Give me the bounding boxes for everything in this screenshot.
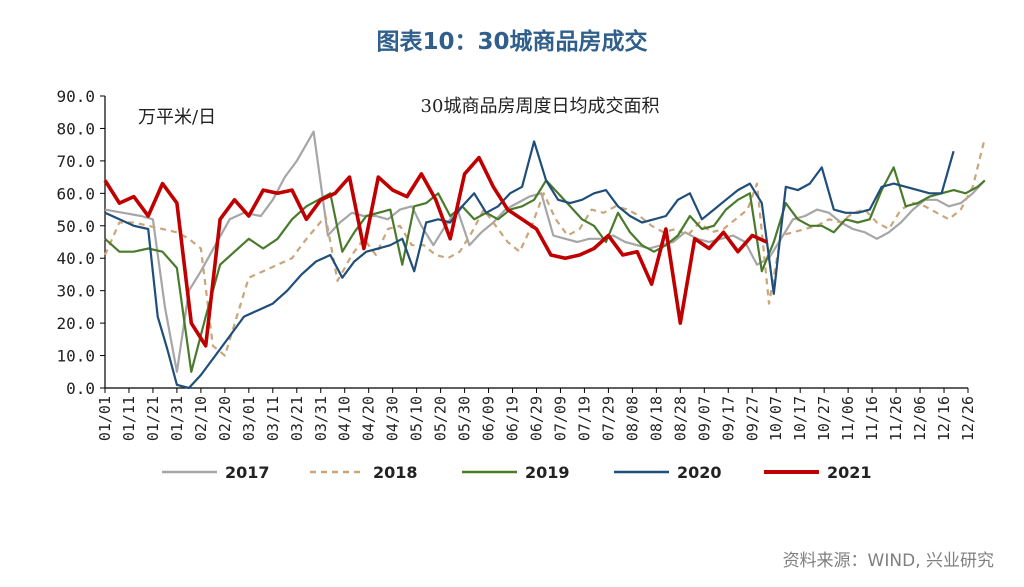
- y-tick-label: 40.0: [56, 249, 95, 268]
- x-tick-label: 01/21: [144, 396, 162, 441]
- x-tick-label: 11/26: [887, 396, 905, 441]
- series-lines: [103, 130, 986, 390]
- x-tick-label: 05/30: [456, 396, 474, 441]
- y-tick-label: 70.0: [56, 152, 95, 171]
- x-tick-label: 06/29: [528, 396, 546, 441]
- x-tick-labels: 01/01 01/11 01/21 01/31 02/10 02/20 03/01 03/11…: [96, 396, 977, 441]
- y-tick-label: 90.0: [56, 87, 95, 106]
- x-tick-label: 03/21: [288, 396, 306, 441]
- x-tick-label: 05/10: [408, 396, 426, 441]
- y-tick-label: 10.0: [56, 347, 95, 366]
- figure-title: 图表10：30城商品房成交: [376, 29, 648, 55]
- x-tick-label: 11/06: [839, 396, 857, 441]
- x-tick-label: 12/06: [911, 396, 929, 441]
- series-line-2019: [104, 166, 986, 373]
- chart-subtitle: 30城商品房周度日均成交面积: [421, 96, 660, 117]
- x-tick-label: 12/16: [935, 396, 953, 441]
- x-tick-label: 09/07: [695, 396, 713, 441]
- x-tick-label: 04/20: [360, 396, 378, 441]
- x-tick-label: 02/20: [216, 396, 234, 441]
- axes: [100, 95, 969, 393]
- y-tick-label: 30.0: [56, 282, 95, 301]
- x-tick-label: 07/19: [575, 396, 593, 441]
- x-tick-label: 06/19: [504, 396, 522, 441]
- series-line-2018: [103, 137, 986, 357]
- legend-label-2021: 2021: [827, 463, 872, 482]
- x-tick-label: 02/10: [192, 396, 210, 441]
- x-tick-label: 03/11: [264, 396, 282, 441]
- y-tick-label: 80.0: [56, 119, 95, 138]
- x-tick-label: 12/26: [959, 396, 977, 441]
- y-tick-label: 50.0: [56, 217, 95, 236]
- y-tick-label: 20.0: [56, 314, 95, 333]
- x-tick-label: 03/31: [312, 396, 330, 441]
- series-line-2020: [104, 140, 955, 390]
- legend-label-2019: 2019: [525, 463, 570, 482]
- x-tick-label: 03/01: [240, 396, 258, 441]
- x-tick-label: 11/16: [863, 396, 881, 441]
- series-line-2021: [103, 155, 768, 348]
- x-tick-label: 10/27: [815, 396, 833, 441]
- x-tick-label: 06/09: [480, 396, 498, 441]
- legend-label-2018: 2018: [373, 463, 418, 482]
- x-tick-label: 01/01: [96, 396, 114, 441]
- legend: 2017 2018 2019 2020 2021: [162, 463, 872, 482]
- x-tick-label: 07/09: [551, 396, 569, 441]
- legend-label-2017: 2017: [225, 463, 270, 482]
- source-note: 资料来源：WIND, 兴业研究: [782, 551, 994, 571]
- y-axis-label: 万平米/日: [138, 107, 216, 128]
- y-tick-labels: 0.0 10.0 20.0 30.0 40.0 50.0 60.0 70.0 80.0 90.0: [56, 87, 95, 398]
- x-tick-label: 01/31: [168, 396, 186, 441]
- x-tick-label: 09/17: [719, 396, 737, 441]
- x-tick-label: 04/30: [384, 396, 402, 441]
- x-tick-label: 08/18: [647, 396, 665, 441]
- x-tick-label: 10/07: [767, 396, 785, 441]
- x-tick-label: 04/10: [336, 396, 354, 441]
- y-tick-label: 60.0: [56, 184, 95, 203]
- x-tick-label: 01/11: [120, 396, 138, 441]
- y-tick-label: 0.0: [66, 379, 95, 398]
- x-tick-label: 09/27: [743, 396, 761, 441]
- x-tick-label: 05/20: [432, 396, 450, 441]
- x-tick-label: 08/08: [623, 396, 641, 441]
- legend-label-2020: 2020: [677, 463, 722, 482]
- series-line-2017: [104, 130, 986, 373]
- x-tick-label: 08/28: [671, 396, 689, 441]
- x-tick-label: 10/17: [791, 396, 809, 441]
- x-tick-label: 07/29: [599, 396, 617, 441]
